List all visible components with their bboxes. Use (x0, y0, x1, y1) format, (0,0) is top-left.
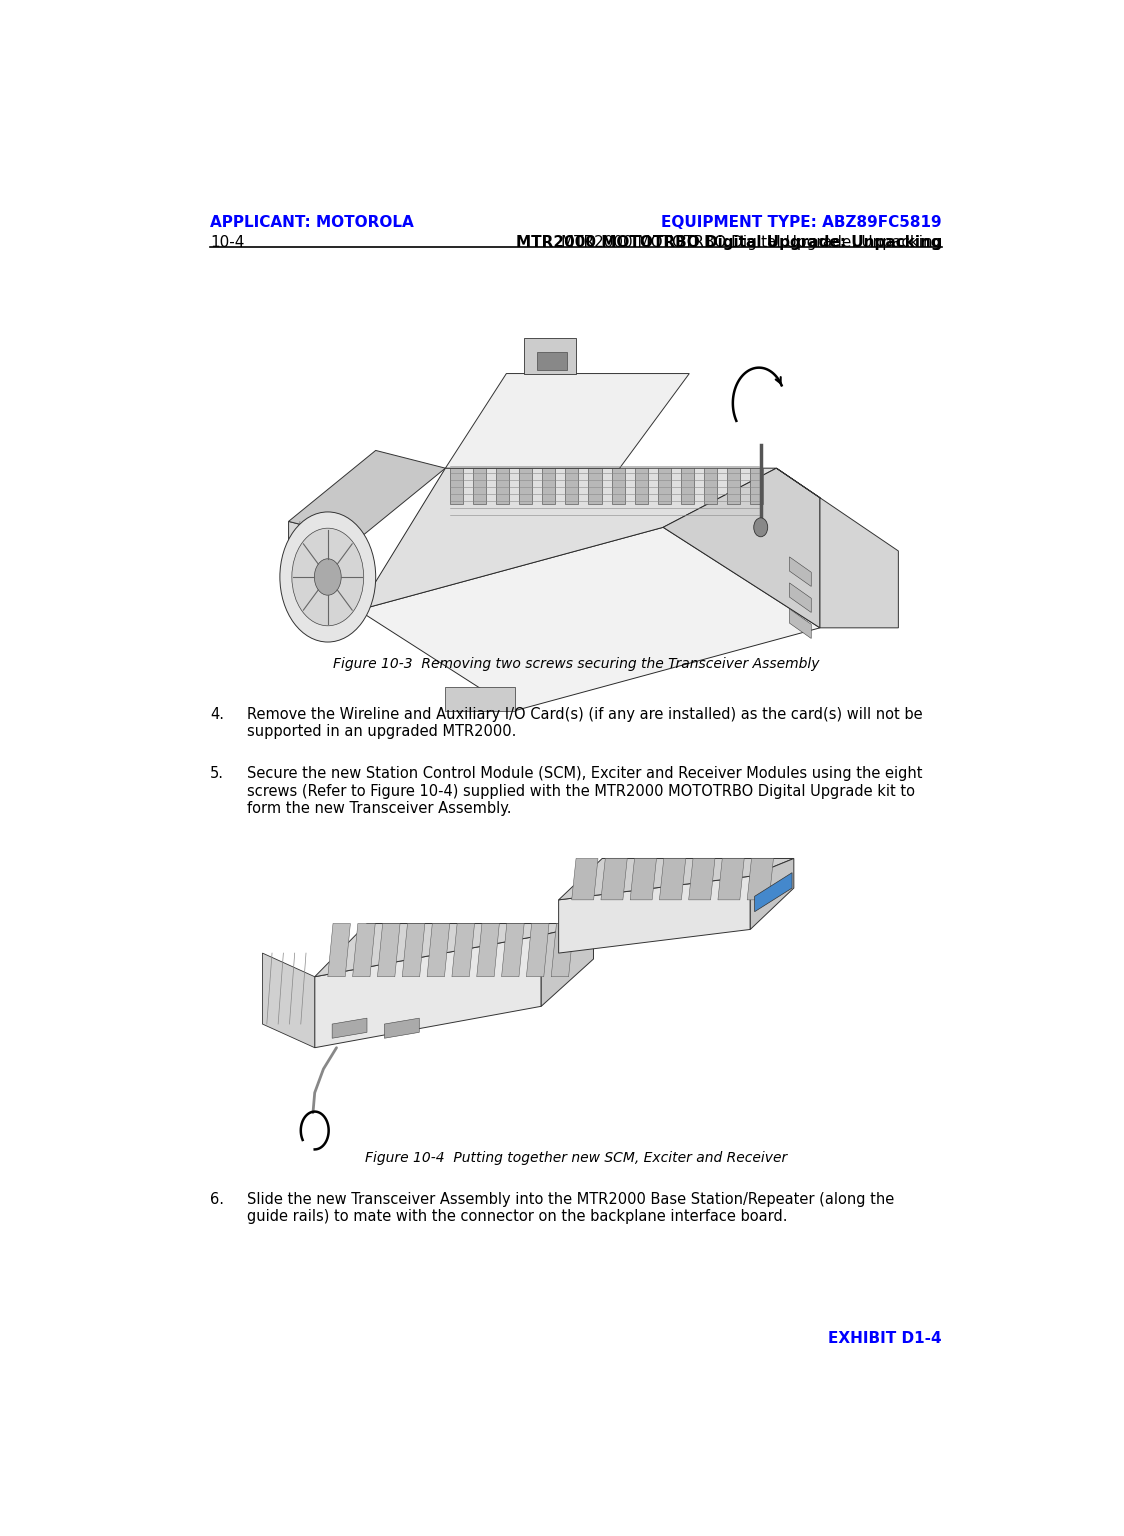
Polygon shape (519, 468, 532, 504)
Polygon shape (572, 859, 598, 900)
Polygon shape (477, 923, 499, 977)
Polygon shape (663, 468, 821, 628)
Polygon shape (751, 468, 763, 504)
Polygon shape (681, 468, 694, 504)
Polygon shape (559, 859, 794, 900)
Text: Figure 10-4  Putting together new SCM, Exciter and Receiver: Figure 10-4 Putting together new SCM, Ex… (365, 1150, 787, 1164)
Polygon shape (353, 923, 375, 977)
Polygon shape (660, 859, 686, 900)
Polygon shape (789, 608, 812, 639)
Polygon shape (559, 876, 751, 952)
Circle shape (292, 528, 364, 625)
Polygon shape (328, 923, 351, 977)
Polygon shape (445, 687, 515, 711)
Polygon shape (601, 859, 627, 900)
Polygon shape (747, 859, 773, 900)
Polygon shape (777, 468, 898, 628)
Polygon shape (789, 558, 812, 587)
Polygon shape (689, 859, 715, 900)
Polygon shape (315, 923, 593, 977)
Polygon shape (727, 468, 741, 504)
Polygon shape (551, 923, 574, 977)
Polygon shape (526, 923, 549, 977)
Text: 6.: 6. (210, 1192, 224, 1207)
Polygon shape (524, 338, 575, 373)
Polygon shape (289, 521, 359, 610)
Polygon shape (631, 859, 656, 900)
Circle shape (754, 518, 768, 536)
Polygon shape (315, 935, 542, 1048)
Polygon shape (537, 352, 568, 370)
Text: Secure the new Station Control Module (SCM), Exciter and Receiver Modules using : Secure the new Station Control Module (S… (247, 766, 923, 816)
Polygon shape (473, 468, 486, 504)
Polygon shape (359, 468, 777, 610)
Text: EQUIPMENT TYPE: ABZ89FC5819: EQUIPMENT TYPE: ABZ89FC5819 (661, 215, 942, 230)
Polygon shape (289, 450, 445, 539)
Text: Figure 10-3  Removing two screws securing the Transceiver Assembly: Figure 10-3 Removing two screws securing… (333, 657, 819, 671)
Text: 5.: 5. (210, 766, 224, 782)
Polygon shape (384, 1018, 419, 1038)
Polygon shape (452, 923, 474, 977)
Polygon shape (589, 468, 601, 504)
Circle shape (315, 559, 342, 594)
Polygon shape (658, 468, 671, 504)
Polygon shape (754, 872, 792, 912)
Polygon shape (751, 859, 794, 929)
Text: EXHIBIT D1-4: EXHIBIT D1-4 (828, 1330, 942, 1346)
Polygon shape (445, 373, 689, 468)
Polygon shape (359, 527, 821, 711)
Polygon shape (704, 468, 717, 504)
Polygon shape (565, 468, 579, 504)
Text: APPLICANT: MOTOROLA: APPLICANT: MOTOROLA (210, 215, 414, 230)
Polygon shape (542, 468, 555, 504)
Polygon shape (333, 1018, 366, 1038)
Polygon shape (496, 468, 509, 504)
Text: MTR2000 MOTOTRBO Digital Upgrade: Unpacking: MTR2000 MOTOTRBO Digital Upgrade: Unpack… (561, 235, 942, 250)
Polygon shape (789, 582, 812, 613)
Circle shape (280, 511, 375, 642)
Polygon shape (718, 859, 744, 900)
Polygon shape (635, 468, 647, 504)
Polygon shape (262, 952, 315, 1048)
Polygon shape (427, 923, 450, 977)
Text: MTR2000 MOTOTRBO Digital Upgrade: Unpacking: MTR2000 MOTOTRBO Digital Upgrade: Unpack… (516, 235, 942, 250)
Polygon shape (450, 468, 463, 504)
Polygon shape (542, 923, 593, 1006)
Polygon shape (611, 468, 625, 504)
Polygon shape (501, 923, 524, 977)
Polygon shape (402, 923, 425, 977)
Polygon shape (378, 923, 400, 977)
Text: 4.: 4. (210, 707, 224, 722)
Text: 10-4: 10-4 (210, 235, 245, 250)
Text: Slide the new Transceiver Assembly into the MTR2000 Base Station/Repeater (along: Slide the new Transceiver Assembly into … (247, 1192, 894, 1224)
Text: Remove the Wireline and Auxiliary I/O Card(s) (if any are installed) as the card: Remove the Wireline and Auxiliary I/O Ca… (247, 707, 923, 739)
